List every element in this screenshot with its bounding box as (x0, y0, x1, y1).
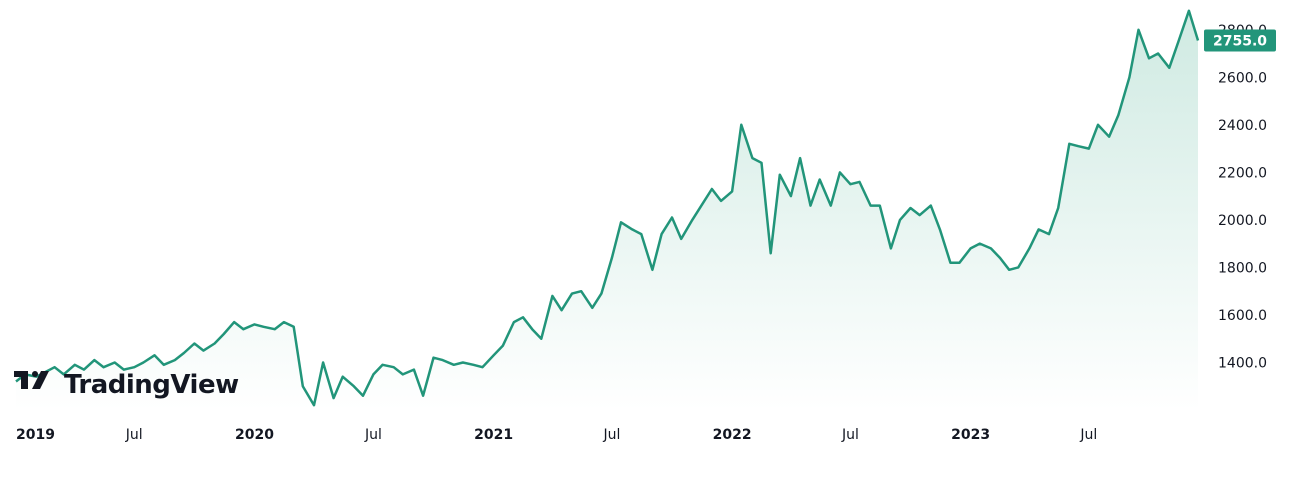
last-price-tag-label: 2755.0 (1213, 33, 1267, 49)
y-tick-label: 1800.0 (1218, 260, 1267, 276)
x-tick-label: 2019 (16, 427, 55, 443)
x-tick-label: Jul (841, 427, 859, 443)
x-tick-label: 2022 (713, 427, 752, 443)
price-line (15, 9, 1200, 407)
x-tick-label: 2020 (235, 427, 274, 443)
y-tick-label: 2600.0 (1218, 70, 1267, 86)
tradingview-logo-icon (14, 371, 49, 389)
x-tick-label: Jul (1079, 427, 1097, 443)
price-area-fill (16, 10, 1198, 411)
x-tick-label: 2021 (474, 427, 513, 443)
y-tick-label: 2000.0 (1218, 213, 1267, 229)
y-tick-label: 1400.0 (1218, 355, 1267, 371)
y-axis: 1400.0 1600.0 1800.0 2000.0 2200.0 2400.0 2600… (1218, 23, 1267, 372)
last-price-tag: 2755.0 (1204, 29, 1276, 52)
y-tick-label: 2200.0 (1218, 165, 1267, 181)
tradingview-logo: TradingView (14, 370, 240, 400)
last-price-tag-bg (1204, 29, 1276, 52)
y-tick-label: 2400.0 (1218, 118, 1267, 134)
tradingview-logo-text: TradingView (64, 370, 239, 400)
x-tick-label: Jul (125, 427, 143, 443)
x-tick-label: Jul (364, 427, 382, 443)
area-layer (16, 10, 1198, 411)
x-axis: 2019 Jul 2020 Jul 2021 Jul 2022 Jul 2023 Jul (16, 427, 1097, 443)
y-tick-label: 1600.0 (1218, 308, 1267, 324)
line-layer (15, 9, 1200, 407)
x-tick-label: Jul (602, 427, 620, 443)
x-tick-label: 2023 (951, 427, 990, 443)
